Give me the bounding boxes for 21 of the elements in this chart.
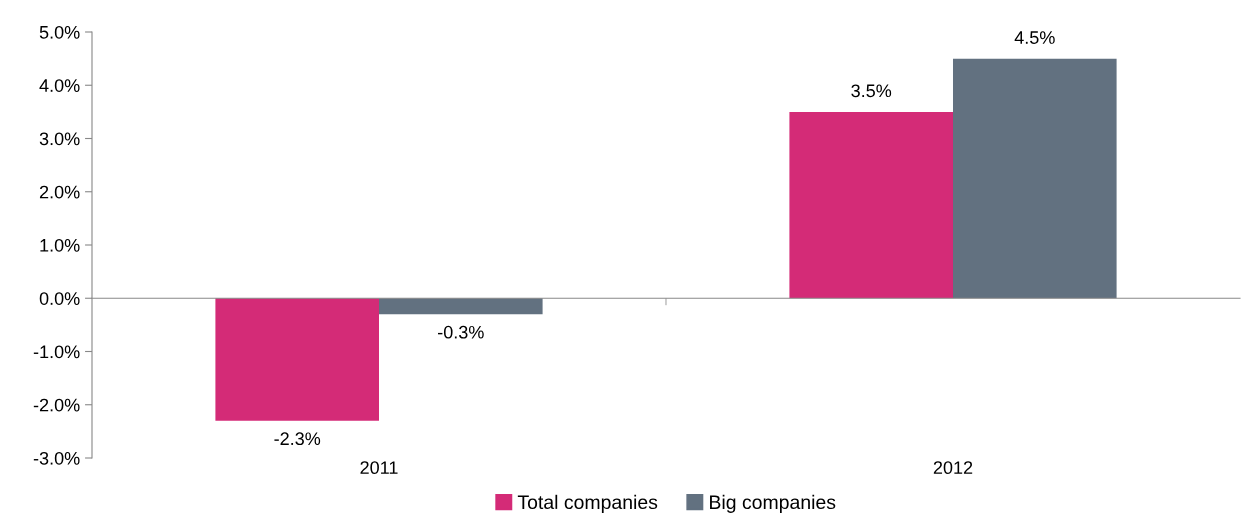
x-tick-label: 2012 [933,461,973,475]
y-tick-label: 3.0% [39,132,80,146]
y-tick-label: 4.0% [39,79,80,92]
y-tick-label: 0.0% [39,292,80,305]
y-tick-label: -2.0% [33,398,80,412]
legend-label: Total companies [517,494,658,513]
data-label: -2.3% [274,432,321,446]
y-tick-label: 5.0% [39,25,80,39]
y-tick-label: -3.0% [33,451,80,465]
y-tick-label: 2.0% [39,185,80,199]
bar [953,58,1117,299]
bar [379,298,543,315]
bar [789,111,953,299]
data-label: 3.5% [851,84,892,98]
bar [215,298,379,421]
data-label: -0.3% [438,325,484,339]
data-label: 4.5% [1014,31,1055,44]
x-tick-label: 2011 [360,461,398,475]
legend-label: Big companies [710,494,836,513]
y-tick-label: -1.0% [33,345,80,359]
y-tick-label: 1.0% [40,238,80,252]
